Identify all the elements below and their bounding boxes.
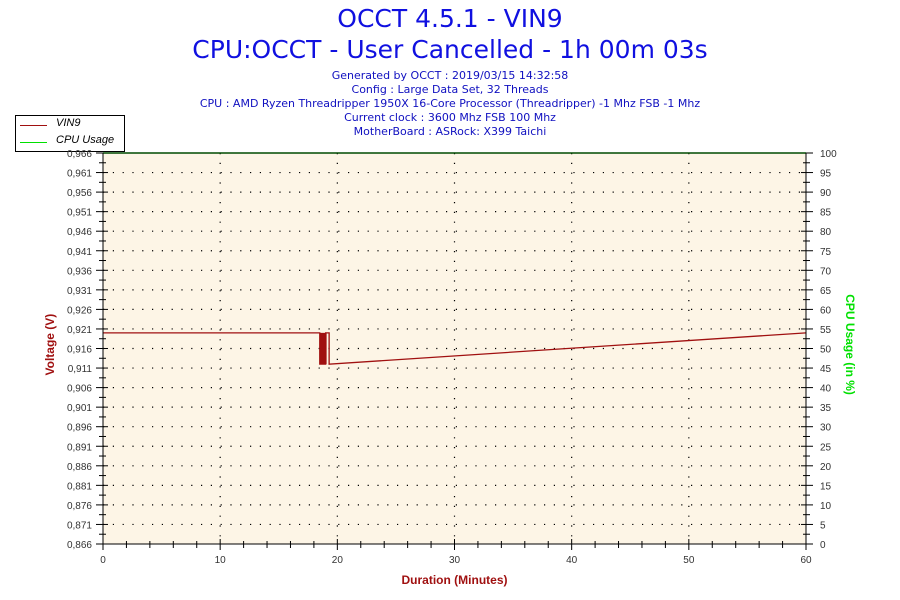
y-tick-label: 0,926 bbox=[67, 305, 92, 316]
plot-area bbox=[103, 153, 806, 544]
y-tick-label: 0,911 bbox=[68, 364, 93, 375]
info-generated: Generated by OCCT : 2019/03/15 14:32:58 bbox=[331, 69, 569, 82]
y2-tick-label: 45 bbox=[820, 364, 832, 375]
y-axis-label: Voltage (V) bbox=[43, 314, 57, 376]
y-tick-label: 0,896 bbox=[67, 423, 92, 434]
y2-tick-label: 5 bbox=[820, 520, 826, 531]
legend-item-vin9: VIN9 bbox=[16, 117, 124, 133]
x-tick-label: 10 bbox=[215, 555, 227, 566]
info-config: Config : Large Data Set, 32 Threads bbox=[351, 83, 549, 96]
y2-tick-label: 30 bbox=[820, 423, 832, 434]
y-tick-label: 0,906 bbox=[67, 384, 92, 395]
x-tick-label: 40 bbox=[566, 555, 578, 566]
y-tick-label: 0,961 bbox=[67, 169, 92, 180]
y2-tick-label: 50 bbox=[820, 345, 832, 356]
y-tick-label: 0,891 bbox=[67, 442, 92, 453]
y2-tick-label: 0 bbox=[820, 540, 826, 551]
grid-lines bbox=[103, 153, 806, 544]
x-tick-label: 20 bbox=[332, 555, 344, 566]
y2-tick-label: 25 bbox=[820, 442, 832, 453]
y-tick-label: 0,866 bbox=[67, 540, 92, 551]
chart-title: OCCT 4.5.1 - VIN9 bbox=[337, 4, 563, 33]
y2-tick-label: 75 bbox=[820, 247, 832, 258]
info-clock: Current clock : 3600 Mhz FSB 100 Mhz bbox=[344, 111, 556, 124]
x-tick-label: 60 bbox=[800, 555, 812, 566]
y-tick-label: 0,876 bbox=[67, 501, 92, 512]
legend-item-cpu-usage: CPU Usage bbox=[16, 134, 124, 150]
y2-tick-label: 60 bbox=[820, 305, 832, 316]
y2-tick-label: 35 bbox=[820, 403, 832, 414]
x-tick-label: 0 bbox=[100, 555, 106, 566]
y-tick-label: 0,901 bbox=[67, 403, 92, 414]
y-tick-label: 0,936 bbox=[67, 266, 92, 277]
y2-tick-label: 15 bbox=[820, 481, 832, 492]
y-tick-label: 0,956 bbox=[67, 188, 92, 199]
y2-tick-label: 40 bbox=[820, 384, 832, 395]
axes: 0,9660,9610,9560,9510,9460,9410,9360,931… bbox=[67, 149, 837, 566]
y-tick-label: 0,921 bbox=[67, 325, 92, 336]
info-motherboard: MotherBoard : ASRock: X399 Taichi bbox=[353, 125, 547, 138]
y2-tick-label: 55 bbox=[820, 325, 832, 336]
y-tick-label: 0,881 bbox=[67, 481, 92, 492]
x-tick-label: 30 bbox=[449, 555, 461, 566]
x-tick-label: 50 bbox=[683, 555, 695, 566]
y-tick-label: 0,931 bbox=[67, 286, 92, 297]
info-cpu: CPU : AMD Ryzen Threadripper 1950X 16-Co… bbox=[199, 97, 701, 110]
y2-tick-label: 20 bbox=[820, 462, 832, 473]
series-vin9 bbox=[103, 332, 807, 365]
y-tick-label: 0,916 bbox=[67, 345, 92, 356]
legend-swatch-cpu-usage bbox=[20, 142, 47, 143]
y2-tick-label: 100 bbox=[820, 149, 837, 160]
y2-tick-label: 65 bbox=[820, 286, 832, 297]
legend-label-vin9: VIN9 bbox=[56, 117, 81, 129]
vin9-dip bbox=[319, 332, 327, 365]
y2-tick-label: 10 bbox=[820, 501, 832, 512]
x-axis-label: Duration (Minutes) bbox=[402, 573, 508, 587]
series-group bbox=[103, 152, 807, 365]
y-tick-label: 0,871 bbox=[67, 520, 92, 531]
y2-tick-label: 70 bbox=[820, 266, 832, 277]
y2-tick-label: 95 bbox=[820, 169, 832, 180]
chart-subtitle: CPU:OCCT - User Cancelled - 1h 00m 03s bbox=[192, 35, 708, 64]
y-tick-label: 0,946 bbox=[67, 227, 92, 238]
y-tick-label: 0,886 bbox=[67, 462, 92, 473]
y2-tick-label: 80 bbox=[820, 227, 832, 238]
y2-tick-label: 90 bbox=[820, 188, 832, 199]
y-tick-label: 0,951 bbox=[67, 208, 92, 219]
y2-axis-label: CPU Usage (in %) bbox=[843, 294, 857, 395]
y2-tick-label: 85 bbox=[820, 208, 832, 219]
legend-swatch-vin9 bbox=[20, 125, 47, 126]
chart-legend: VIN9 CPU Usage bbox=[15, 115, 125, 152]
y-tick-label: 0,941 bbox=[67, 247, 92, 258]
legend-label-cpu-usage: CPU Usage bbox=[56, 134, 115, 146]
